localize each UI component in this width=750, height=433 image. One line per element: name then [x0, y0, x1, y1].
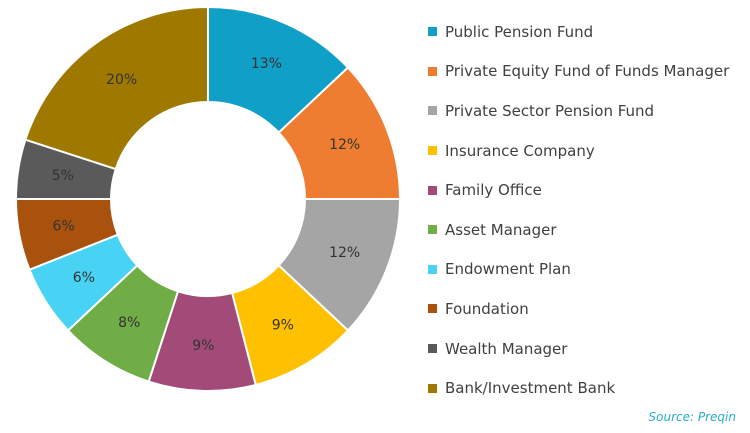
slice-label: 9%: [272, 318, 294, 334]
legend-label: Private Sector Pension Fund: [445, 101, 655, 120]
legend-label: Asset Manager: [445, 220, 557, 239]
legend-item: Foundation: [428, 289, 729, 329]
legend-swatch: [428, 344, 437, 354]
source-note: Source: Preqin: [648, 410, 736, 424]
legend-label: Endowment Plan: [445, 260, 571, 279]
chart-legend: Public Pension Fund Private Equity Fund o…: [428, 12, 729, 408]
legend-label: Private Equity Fund of Funds Manager: [445, 62, 730, 81]
legend-item: Family Office: [428, 170, 729, 210]
legend-swatch: [428, 146, 437, 156]
legend-item: Insurance Company: [428, 131, 729, 171]
legend-item: Bank/Investment Bank: [428, 368, 729, 408]
legend-label: Wealth Manager: [445, 339, 568, 358]
legend-swatch: [428, 27, 437, 37]
legend-item: Endowment Plan: [428, 250, 729, 290]
legend-swatch: [428, 383, 437, 393]
legend-swatch: [428, 304, 437, 314]
legend-swatch: [428, 66, 437, 76]
legend-swatch: [428, 264, 437, 274]
slice-bank-investment-bank: [24, 5, 209, 171]
legend-item: Private Sector Pension Fund: [428, 91, 729, 131]
slice-label: 9%: [192, 338, 214, 354]
legend-label: Foundation: [445, 299, 529, 318]
legend-label: Insurance Company: [445, 141, 595, 160]
slice-label: 6%: [73, 270, 95, 286]
legend-item: Private Equity Fund of Funds Manager: [428, 52, 729, 92]
legend-item: Asset Manager: [428, 210, 729, 250]
legend-label: Bank/Investment Bank: [445, 379, 616, 398]
legend-label: Family Office: [445, 181, 542, 200]
slice-label: 8%: [118, 315, 140, 331]
slice-label: 13%: [251, 56, 282, 72]
legend-swatch: [428, 106, 437, 116]
slice-label: 12%: [329, 137, 360, 153]
legend-swatch: [428, 225, 437, 235]
legend-swatch: [428, 185, 437, 195]
slice-label: 5%: [52, 168, 74, 184]
slice-label: 20%: [106, 72, 137, 88]
slice-label: 12%: [329, 245, 360, 261]
legend-item: Wealth Manager: [428, 329, 729, 369]
donut-chart: 13% 12% 12% 9% 9% 8% 6% 6% 5% 20%: [14, 5, 402, 392]
legend-label: Public Pension Fund: [445, 22, 594, 41]
slice-label: 6%: [52, 219, 74, 235]
legend-item: Public Pension Fund: [428, 12, 729, 52]
